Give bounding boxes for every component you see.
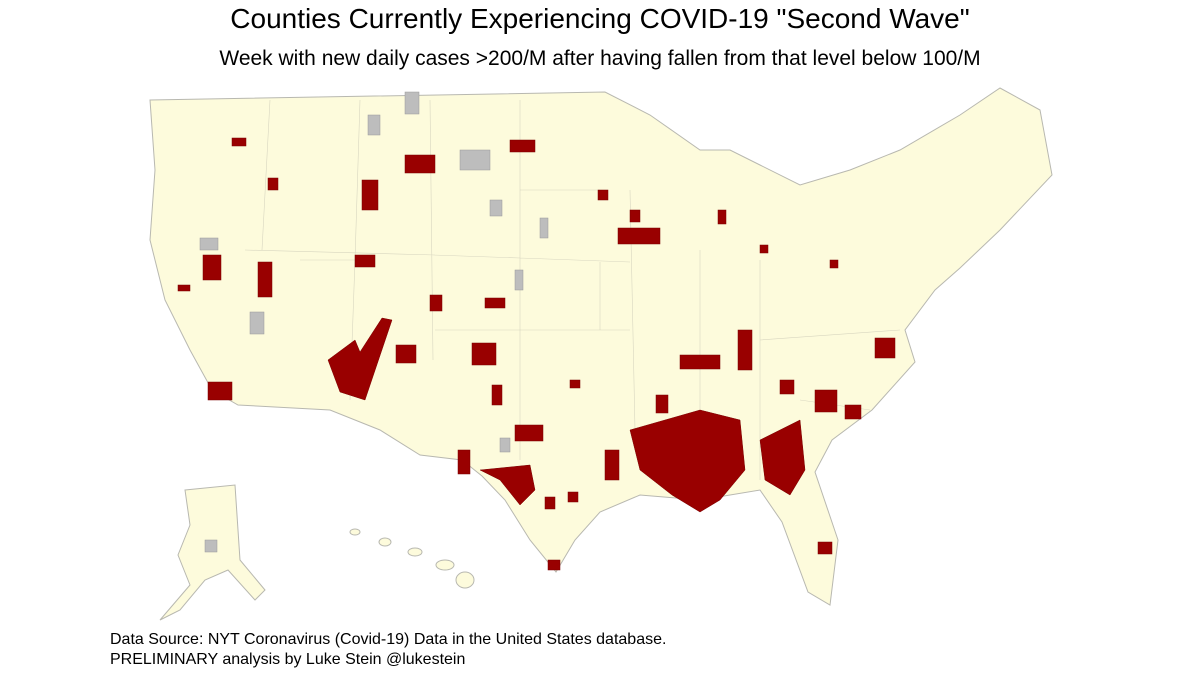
second-wave-counties <box>177 137 896 571</box>
alaska <box>159 484 266 621</box>
no-data-counties <box>199 91 549 553</box>
us-map <box>149 87 1053 621</box>
credit-line: PRELIMINARY analysis by Luke Stein @luke… <box>110 651 465 668</box>
contiguous-us <box>149 87 1053 606</box>
subtitle: Week with new daily cases >200/M after h… <box>219 47 980 70</box>
hawaii <box>349 528 475 589</box>
source-line: Data Source: NYT Coronavirus (Covid-19) … <box>110 631 666 648</box>
title: Counties Currently Experiencing COVID-19… <box>230 3 969 34</box>
